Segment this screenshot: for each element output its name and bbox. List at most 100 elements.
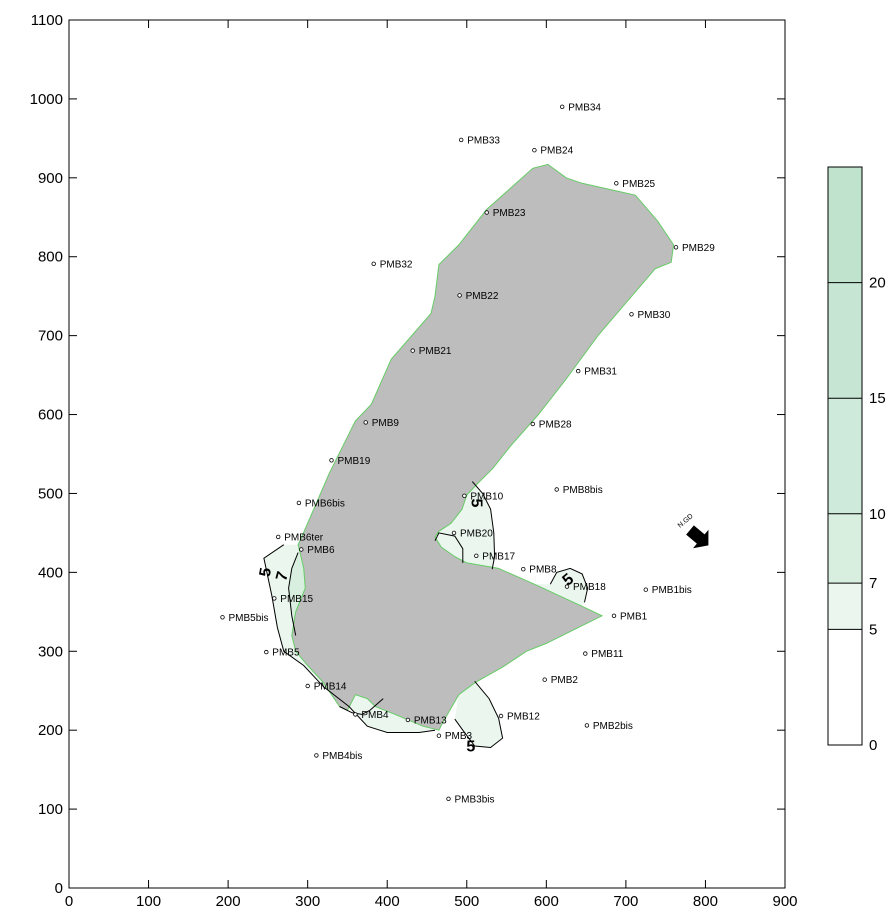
well-marker: PMB33 xyxy=(459,135,500,146)
well-marker: PMB4 xyxy=(353,710,389,721)
well-marker: PMB21 xyxy=(410,346,452,357)
well-marker: PMB14 xyxy=(305,682,347,693)
well-marker: PMB29 xyxy=(673,243,715,254)
legend-swatch xyxy=(828,282,862,399)
well-point xyxy=(410,348,415,353)
legend-label: 10 xyxy=(869,506,886,523)
y-tick-label: 200 xyxy=(38,722,63,739)
well-label: PMB22 xyxy=(466,291,499,302)
north-arrow-label: N.GD xyxy=(677,513,695,530)
x-tick-label: 0 xyxy=(65,893,73,910)
well-label: PMB11 xyxy=(591,649,623,660)
well-marker: PMB5 xyxy=(264,648,300,659)
well-label: PMB31 xyxy=(584,367,617,378)
well-marker: PMB23 xyxy=(484,208,526,219)
pit-polygon xyxy=(291,163,675,731)
well-point xyxy=(329,458,334,463)
well-label: PMB34 xyxy=(568,102,601,113)
well-marker: PMB25 xyxy=(614,179,656,190)
contour-band-5-7 xyxy=(454,681,503,748)
well-point xyxy=(363,420,368,425)
well-marker: PMB31 xyxy=(576,367,617,378)
contour-label: 5 xyxy=(467,498,484,507)
x-tick-label: 200 xyxy=(216,893,241,910)
contour-label: 5 xyxy=(257,566,275,578)
legend-swatch xyxy=(828,398,862,514)
well-point xyxy=(462,493,467,498)
plot-area: PMB34PMB33PMB24PMB25PMB23PMB29PMB32PMB22… xyxy=(30,12,798,910)
y-tick-label: 300 xyxy=(38,643,63,660)
contour-band-7-10 xyxy=(288,552,306,636)
contour-band-5-7 xyxy=(263,544,435,733)
well-label: PMB5bis xyxy=(229,613,269,624)
x-tick-label: 600 xyxy=(534,893,559,910)
well-point xyxy=(371,261,376,266)
x-tick-label: 900 xyxy=(772,893,797,910)
y-tick-label: 0 xyxy=(55,880,63,897)
well-label: PMB2 xyxy=(551,675,579,686)
well-point xyxy=(451,530,457,536)
well-point xyxy=(314,753,319,758)
well-marker: PMB30 xyxy=(629,310,671,321)
well-point xyxy=(264,649,269,655)
well-marker: PMB6bis xyxy=(296,498,345,509)
north-arrow: N.GD xyxy=(677,513,709,549)
well-marker: PMB12 xyxy=(498,712,540,723)
legend-label: 5 xyxy=(869,621,877,638)
well-marker: PMB3bis xyxy=(446,794,495,805)
contour-line-5 xyxy=(434,532,464,563)
contour-line-5 xyxy=(549,567,589,603)
well-point xyxy=(629,312,634,317)
well-marker: PMB11 xyxy=(583,649,624,660)
well-label: PMB10 xyxy=(470,491,503,502)
y-tick-label: 100 xyxy=(38,801,63,818)
well-label: PMB33 xyxy=(467,135,500,146)
well-point xyxy=(560,104,565,109)
well-marker: PMB17 xyxy=(474,551,516,562)
well-point xyxy=(643,587,648,592)
x-tick-label: 400 xyxy=(375,893,400,910)
well-label: PMB21 xyxy=(419,346,452,357)
well-point xyxy=(296,500,302,506)
well-label: PMB8 xyxy=(529,565,557,576)
well-label: PMB12 xyxy=(507,712,540,723)
well-marker: PMB8 xyxy=(521,565,557,576)
axes: 0 100 200 300 400 500 600 700 800 900 0 100 200 300 40… xyxy=(30,12,798,910)
well-marker: PMB24 xyxy=(532,146,574,157)
well-point xyxy=(484,210,489,215)
well-marker: PMB34 xyxy=(560,102,601,113)
legend-swatch xyxy=(828,167,862,283)
pit-area xyxy=(291,163,675,731)
well-point xyxy=(673,245,679,250)
well-point xyxy=(457,293,462,298)
well-marker: PMB5bis xyxy=(220,613,269,624)
well-marker: PMB32 xyxy=(371,259,413,270)
contour-band-5-7 xyxy=(534,568,588,607)
x-tick-label: 500 xyxy=(454,893,479,910)
well-point xyxy=(554,487,559,492)
well-label: PMB32 xyxy=(380,259,413,270)
well-point xyxy=(611,613,617,618)
well-marker: PMB28 xyxy=(530,420,572,431)
x-tick-label: 800 xyxy=(693,893,718,910)
well-marker: PMB2 xyxy=(542,675,579,686)
x-tick-label: 300 xyxy=(295,893,320,910)
well-label: PMB30 xyxy=(638,310,671,321)
well-point xyxy=(532,147,537,153)
well-point xyxy=(353,712,358,717)
y-tick-label: 1100 xyxy=(31,12,63,29)
y-tick-label: 600 xyxy=(38,407,63,424)
contour-lines xyxy=(263,481,589,749)
well-marker: PMB3 xyxy=(436,731,473,742)
contour-band-5-7 xyxy=(435,481,495,570)
shaded-bands xyxy=(263,481,588,748)
well-label: PMB25 xyxy=(622,179,655,190)
well-marker: PMB8bis xyxy=(554,485,603,496)
well-marker: PMB1bis xyxy=(643,585,692,596)
well-label: PMB14 xyxy=(314,682,347,693)
well-label: PMB9 xyxy=(372,418,400,429)
well-point xyxy=(576,368,581,374)
contour-line-5 xyxy=(454,680,504,749)
y-tick-label: 1000 xyxy=(30,91,63,108)
well-label: PMB23 xyxy=(493,208,526,219)
